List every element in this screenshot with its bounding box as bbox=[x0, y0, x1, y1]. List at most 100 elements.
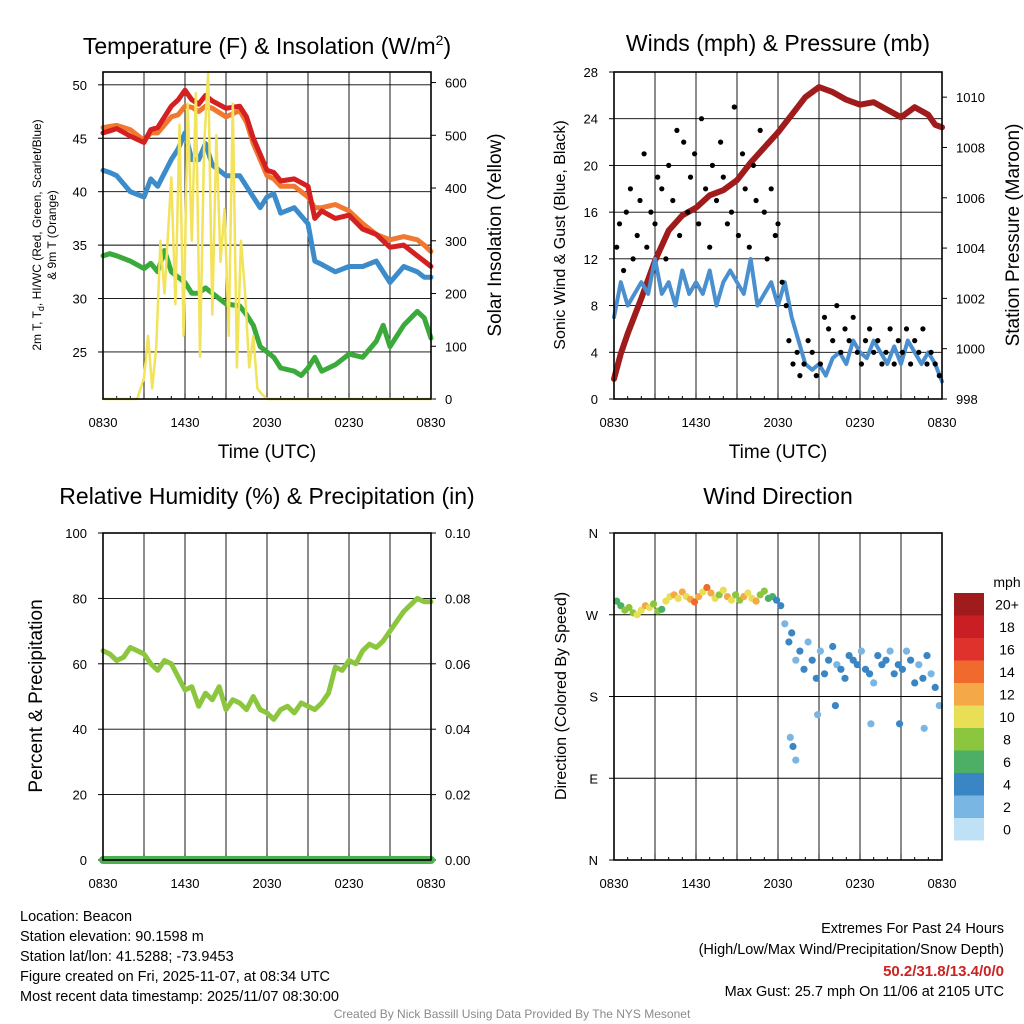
y2-tick-label: 1000 bbox=[956, 342, 985, 357]
gust-point bbox=[821, 314, 828, 320]
direction-point bbox=[812, 674, 820, 682]
x-tick-label: 0830 bbox=[417, 415, 446, 430]
y2-tick-label: 100 bbox=[445, 339, 467, 354]
direction-point bbox=[927, 670, 935, 678]
direction-point bbox=[931, 683, 939, 692]
gust-point bbox=[887, 326, 893, 332]
direction-point bbox=[894, 661, 902, 669]
y2-tick-label: 1006 bbox=[956, 191, 985, 206]
humidity-precip-panel: 0830 1430 2030 0230 08300204060801000.000.02… bbox=[26, 483, 475, 891]
gust-point bbox=[786, 338, 792, 344]
gust-point bbox=[670, 197, 676, 204]
gust-point bbox=[826, 326, 832, 332]
extremes-values: 50.2/31.8/13.4/0/0 bbox=[883, 963, 1004, 980]
gust-point bbox=[750, 162, 757, 168]
x-tick-label: 2030 bbox=[764, 876, 793, 891]
chart-title: Relative Humidity (%) & Precipitation (i… bbox=[59, 483, 474, 509]
gust-point bbox=[677, 232, 683, 239]
colorbar-swatch bbox=[954, 615, 984, 638]
x-tick-label: 1430 bbox=[171, 876, 200, 891]
y2-tick-label: 0.00 bbox=[445, 853, 470, 868]
colorbar-label: 20+ bbox=[995, 596, 1019, 612]
credit-line: Created By Nick Bassill Using Data Provi… bbox=[333, 1007, 691, 1021]
latlon-label: Station lat/lon: 41.5288; -73.9453 bbox=[20, 949, 234, 965]
colorbar-label: 14 bbox=[999, 664, 1015, 680]
direction-point bbox=[658, 605, 666, 613]
direction-point bbox=[773, 596, 781, 604]
gust-point bbox=[805, 338, 811, 344]
gust-point bbox=[801, 361, 807, 367]
gust-point bbox=[659, 186, 665, 192]
colorbar-label: 0 bbox=[1003, 821, 1011, 837]
gust-point bbox=[637, 197, 643, 204]
gust-point bbox=[687, 174, 694, 180]
max-gust-label: Max Gust: 25.7 mph On 11/06 at 2105 UTC bbox=[724, 984, 1004, 1000]
gust-point bbox=[850, 314, 856, 320]
colorbar-swatch bbox=[954, 705, 984, 728]
chart-title: Temperature (F) & Insolation (W/m2) bbox=[83, 32, 451, 59]
gust-point bbox=[627, 186, 634, 192]
gust-point bbox=[757, 127, 763, 133]
x-tick-label: 0230 bbox=[846, 876, 875, 891]
y-tick-label: 20 bbox=[584, 158, 598, 173]
gust-point bbox=[707, 244, 713, 250]
gust-point bbox=[936, 373, 942, 379]
series-line-2m-t bbox=[100, 87, 434, 269]
elevation-label: Station elevation: 90.1598 m bbox=[20, 929, 204, 945]
direction-point bbox=[678, 588, 686, 596]
y-axis-label: Direction (Colored By Speed) bbox=[553, 592, 570, 800]
direction-point bbox=[886, 647, 894, 655]
direction-point bbox=[845, 652, 853, 660]
y-tick-label: 28 bbox=[584, 65, 598, 80]
colorbar-swatch bbox=[954, 660, 984, 683]
direction-point bbox=[707, 589, 715, 597]
direction-point bbox=[719, 586, 727, 594]
y-tick-label: 25 bbox=[73, 345, 87, 360]
series-line-solar-insolation bbox=[101, 70, 433, 401]
gust-point bbox=[703, 186, 709, 192]
plot-frame bbox=[102, 532, 432, 861]
y-tick-label: 12 bbox=[584, 252, 598, 267]
x-axis-label: Time (UTC) bbox=[729, 442, 828, 463]
direction-point bbox=[703, 583, 711, 592]
direction-point bbox=[907, 656, 915, 664]
direction-point bbox=[808, 656, 816, 664]
series-line-station-pressure bbox=[611, 84, 945, 382]
gust-point bbox=[875, 338, 881, 344]
direction-point bbox=[792, 656, 800, 664]
x-tick-label: 0230 bbox=[846, 415, 875, 430]
direction-point bbox=[857, 647, 866, 655]
direction-point bbox=[866, 670, 874, 678]
direction-point bbox=[837, 665, 845, 673]
y-axis-label-line2: & 9m T (Orange) bbox=[45, 190, 59, 280]
direction-point bbox=[650, 600, 658, 608]
direction-point bbox=[691, 598, 699, 606]
colorbar-label: 6 bbox=[1003, 754, 1011, 770]
plot-frame bbox=[102, 71, 432, 400]
colorbar-label: 12 bbox=[999, 686, 1015, 702]
gust-point bbox=[713, 197, 720, 204]
gust-point bbox=[764, 256, 770, 262]
gust-point bbox=[655, 174, 661, 180]
gust-point bbox=[644, 244, 650, 250]
x-tick-label: 1430 bbox=[682, 876, 711, 891]
gust-point bbox=[794, 349, 800, 355]
gust-point bbox=[718, 139, 724, 145]
gust-point bbox=[932, 361, 938, 367]
colorbar-swatch bbox=[954, 593, 984, 616]
gust-point bbox=[641, 151, 647, 157]
x-tick-label: 0830 bbox=[928, 415, 957, 430]
y-tick-label: 50 bbox=[73, 78, 87, 93]
direction-point bbox=[789, 742, 797, 751]
y-tick-label: 4 bbox=[591, 345, 598, 360]
extremes-subtitle: (High/Low/Max Wind/Precipitation/Snow De… bbox=[698, 942, 1004, 958]
temperature-panel: 0830 1430 2030 0230 083025303540455001002003… bbox=[30, 32, 506, 463]
direction-point bbox=[920, 724, 928, 732]
y-tick-label: N bbox=[589, 853, 598, 868]
y-tick-label: W bbox=[586, 608, 599, 623]
gust-point bbox=[634, 232, 640, 239]
x-tick-label: 0230 bbox=[335, 415, 364, 430]
y-tick-label: 45 bbox=[73, 131, 87, 146]
gust-point bbox=[761, 209, 767, 215]
direction-point bbox=[674, 594, 682, 603]
